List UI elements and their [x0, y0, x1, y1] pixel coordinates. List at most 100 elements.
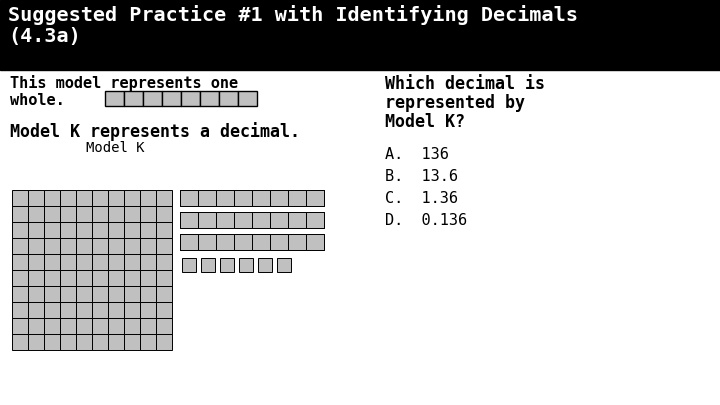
- Bar: [270, 190, 288, 206]
- Bar: [76, 334, 92, 350]
- Bar: [108, 302, 124, 318]
- Bar: [44, 238, 60, 254]
- Bar: [28, 206, 44, 222]
- Bar: [92, 238, 108, 254]
- Bar: [108, 190, 124, 206]
- Bar: [216, 190, 234, 206]
- Bar: [180, 212, 198, 228]
- Bar: [60, 270, 76, 286]
- Bar: [60, 302, 76, 318]
- Bar: [76, 238, 92, 254]
- Bar: [198, 234, 216, 250]
- Bar: [156, 206, 172, 222]
- Bar: [180, 234, 198, 250]
- Bar: [252, 212, 270, 228]
- Bar: [124, 270, 140, 286]
- Bar: [306, 212, 324, 228]
- Bar: [288, 212, 306, 228]
- Bar: [140, 334, 156, 350]
- Bar: [28, 222, 44, 238]
- Bar: [124, 286, 140, 302]
- Bar: [60, 318, 76, 334]
- Bar: [60, 206, 76, 222]
- Bar: [124, 91, 143, 106]
- Bar: [44, 302, 60, 318]
- Bar: [44, 206, 60, 222]
- Bar: [92, 286, 108, 302]
- Bar: [44, 334, 60, 350]
- Bar: [124, 318, 140, 334]
- Bar: [28, 302, 44, 318]
- Bar: [44, 222, 60, 238]
- Bar: [288, 234, 306, 250]
- Bar: [216, 190, 234, 206]
- Bar: [28, 190, 44, 206]
- Bar: [124, 334, 140, 350]
- Bar: [108, 318, 124, 334]
- Bar: [44, 270, 60, 286]
- Bar: [76, 286, 92, 302]
- Bar: [156, 238, 172, 254]
- Bar: [140, 238, 156, 254]
- Bar: [234, 212, 252, 228]
- Text: Which decimal is: Which decimal is: [385, 75, 545, 93]
- Bar: [12, 334, 28, 350]
- Bar: [216, 234, 234, 250]
- Bar: [216, 234, 234, 250]
- Bar: [156, 286, 172, 302]
- Bar: [180, 190, 198, 206]
- Bar: [306, 190, 324, 206]
- Bar: [162, 91, 181, 106]
- Bar: [28, 286, 44, 302]
- Bar: [252, 212, 270, 228]
- Bar: [219, 91, 238, 106]
- Bar: [198, 190, 216, 206]
- Bar: [124, 238, 140, 254]
- Bar: [60, 222, 76, 238]
- Bar: [108, 334, 124, 350]
- Bar: [201, 258, 215, 272]
- Bar: [28, 334, 44, 350]
- Bar: [216, 212, 234, 228]
- Bar: [156, 334, 172, 350]
- Bar: [76, 270, 92, 286]
- Bar: [156, 270, 172, 286]
- Bar: [181, 91, 200, 106]
- Bar: [288, 212, 306, 228]
- Bar: [12, 190, 28, 206]
- Bar: [156, 222, 172, 238]
- Bar: [92, 334, 108, 350]
- Bar: [306, 212, 324, 228]
- Bar: [76, 254, 92, 270]
- Bar: [258, 258, 272, 272]
- Bar: [76, 222, 92, 238]
- Bar: [288, 234, 306, 250]
- Text: whole.: whole.: [10, 93, 65, 108]
- Bar: [140, 254, 156, 270]
- Bar: [108, 286, 124, 302]
- Bar: [306, 190, 324, 206]
- Bar: [92, 206, 108, 222]
- Bar: [12, 302, 28, 318]
- Bar: [92, 222, 108, 238]
- Bar: [156, 254, 172, 270]
- Bar: [156, 318, 172, 334]
- Bar: [180, 212, 198, 228]
- Bar: [60, 286, 76, 302]
- Bar: [270, 234, 288, 250]
- Bar: [140, 318, 156, 334]
- Bar: [140, 190, 156, 206]
- Text: D.  0.136: D. 0.136: [385, 213, 467, 228]
- Bar: [252, 234, 270, 250]
- Bar: [140, 222, 156, 238]
- Bar: [92, 190, 108, 206]
- Bar: [239, 258, 253, 272]
- Bar: [12, 238, 28, 254]
- Bar: [12, 270, 28, 286]
- Bar: [198, 212, 216, 228]
- Bar: [12, 254, 28, 270]
- Bar: [182, 258, 196, 272]
- Bar: [92, 254, 108, 270]
- Bar: [234, 234, 252, 250]
- Bar: [92, 270, 108, 286]
